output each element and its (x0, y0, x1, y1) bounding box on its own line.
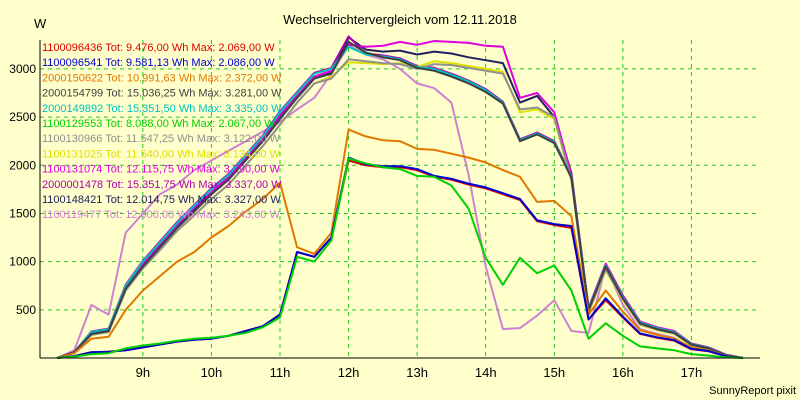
x-tick-label: 17h (681, 365, 703, 380)
legend-entry-1100131074: 1100131074 Tot: 12.115,75 Wh Max: 3.290,… (42, 164, 281, 176)
legend-entry-2000149892: 2000149892 Tot: 15.351,50 Wh Max: 3.335,… (42, 103, 282, 115)
x-tick-label: 13h (406, 365, 428, 380)
legend-entry-1100131025: 1100131025 Tot: 11.540,00 Wh Max: 3.134,… (42, 148, 281, 160)
legend-entry-2000154799: 2000154799 Tot: 15.036,25 Wh Max: 3.281,… (42, 88, 282, 100)
y-tick-label: 500 (16, 303, 36, 317)
y-tick-label: 2500 (9, 110, 36, 124)
x-tick-label: 11h (270, 365, 291, 380)
chart-title: Wechselrichtervergleich vom 12.11.2018 (283, 12, 517, 27)
y-tick-label: 1000 (9, 255, 36, 269)
legend-entry-2000150622: 2000150622 Tot: 10.991,63 Wh Max: 2.372,… (42, 72, 282, 84)
footer-credit: SunnyReport pixit (709, 385, 796, 397)
legend-entry-1100119477: 1100119477 Tot: 12.900,00 Wh Max: 3.243,… (42, 209, 281, 221)
series-line-1100129553 (57, 157, 743, 359)
x-tick-label: 12h (338, 365, 360, 380)
legend-entry-1100130966: 1100130966 Tot: 11.547,25 Wh Max: 3.122,… (42, 133, 281, 145)
y-tick-label: 2000 (9, 158, 36, 172)
x-tick-label: 9h (136, 365, 150, 380)
legend-entry-1100096541: 1100096541 Tot: 9.581,13 Wh Max: 2.086,0… (42, 57, 275, 69)
series-line-2000154799 (56, 40, 744, 359)
x-tick-label: 14h (475, 365, 497, 380)
y-tick-label: 1500 (9, 206, 36, 220)
legend-entry-1100096436: 1100096436 Tot: 9.476,00 Wh Max: 2.069,0… (42, 42, 275, 54)
series-layer (56, 35, 744, 359)
x-tick-label: 16h (612, 365, 634, 380)
legend: 1100096436 Tot: 9.476,00 Wh Max: 2.069,0… (42, 42, 282, 221)
x-tick-label: 10h (201, 365, 223, 380)
tick-labels: 500 1000 1500 2000 2500 3000 9h 10h 11h 12h 13h 14h… (9, 62, 702, 380)
series-line-1100119477 (56, 44, 744, 359)
axes (39, 40, 760, 359)
y-tick-label: 3000 (9, 62, 36, 76)
legend-entry-1100129553: 1100129553 Tot: 8.088,00 Wh Max: 2.067,0… (42, 118, 275, 130)
legend-entry-2000001478: 2000001478 Tot: 15.351,75 Wh Max: 3.337,… (42, 179, 282, 191)
y-axis-label: W (34, 16, 47, 31)
legend-entry-1100148421: 1100148421 Tot: 12.014,75 Wh Max: 3.327,… (42, 194, 281, 206)
series-line-2000150622 (56, 128, 744, 359)
x-tick-label: 15h (543, 365, 565, 380)
